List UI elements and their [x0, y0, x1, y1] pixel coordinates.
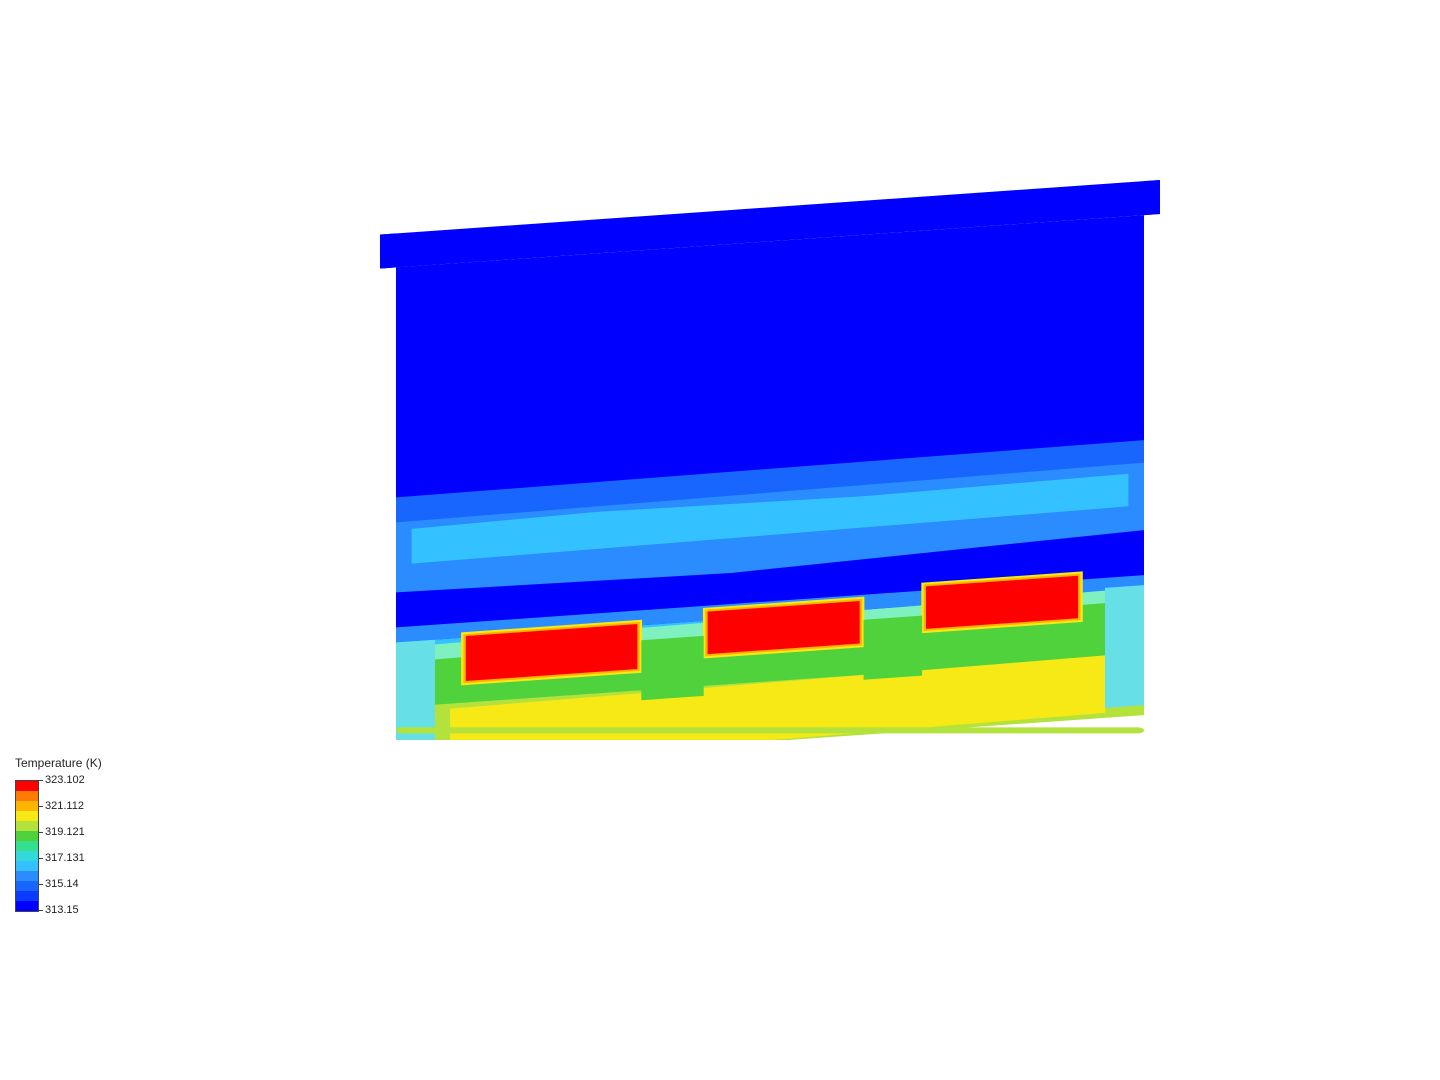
- legend-swatch: [16, 871, 38, 881]
- legend-swatch: [16, 781, 38, 791]
- legend-tick-label: 315.14: [45, 878, 79, 890]
- legend-swatch: [16, 861, 38, 871]
- legend-tick-label: 323.102: [45, 774, 85, 786]
- temperature-plot-svg: [380, 180, 1160, 740]
- legend-title: Temperature (K): [15, 756, 102, 770]
- legend-swatch: [16, 891, 38, 901]
- legend-swatch: [16, 881, 38, 891]
- legend-tick-label: 319.121: [45, 826, 85, 838]
- legend-tick-label: 317.131: [45, 852, 85, 864]
- legend-swatch: [16, 851, 38, 861]
- legend-swatch: [16, 801, 38, 811]
- legend-colorbar: [15, 780, 39, 912]
- legend-swatch: [16, 791, 38, 801]
- legend-swatch: [16, 841, 38, 851]
- legend-swatch: [16, 821, 38, 831]
- stage: Temperature (K) 323.102 321.112 319.121 317…: [0, 0, 1440, 1080]
- legend-tick-label: 321.112: [45, 800, 84, 812]
- legend-body: 323.102321.112319.121317.131315.14313.15: [15, 780, 102, 912]
- legend-tick-label: 313.15: [45, 904, 79, 916]
- legend-swatch: [16, 901, 38, 911]
- legend-swatch: [16, 831, 38, 841]
- legend-swatch: [16, 811, 38, 821]
- temperature-legend: Temperature (K) 323.102 321.112 319.121 317…: [15, 756, 102, 912]
